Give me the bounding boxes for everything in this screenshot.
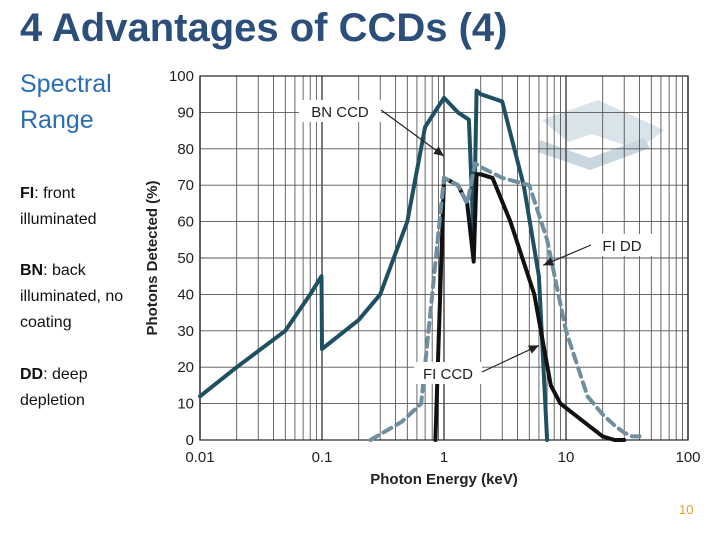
x-tick-label: 10 [558, 449, 575, 466]
note-dd-abbr: DD [20, 366, 44, 383]
annotation-arrowhead-fi-ccd [527, 345, 539, 354]
slide-subtitle: Spectral Range [20, 66, 112, 138]
annotation-label-fi-ccd: FI CCD [423, 366, 473, 383]
series-line-fi-dd [368, 161, 642, 442]
note-dd-rest: : deep [43, 366, 88, 383]
x-tick-label: 0.01 [185, 449, 214, 466]
x-tick-label: 1 [440, 449, 448, 466]
x-axis-title: Photon Energy (keV) [370, 471, 518, 488]
subtitle-line-2: Range [20, 106, 94, 134]
note-bn-line-1: BN: back [20, 258, 123, 284]
plot-frame [199, 75, 689, 441]
note-bn-line-2: illuminated, no [20, 288, 124, 305]
subtitle-line-1: Spectral [20, 70, 112, 98]
y-tick-label: 10 [177, 396, 194, 413]
note-fi-rest: : front [34, 185, 76, 202]
annotation-arrow-bn-ccd [380, 109, 445, 157]
y-tick-label: 20 [177, 359, 194, 376]
note-fi-abbr: FI [20, 185, 35, 202]
note-fi: FI: front illuminated [20, 181, 96, 233]
note-bn-rest: : back [43, 262, 86, 279]
note-dd: DD: deep depletion [20, 362, 88, 414]
annotation-bg-fi-ccd [414, 362, 482, 384]
x-tick-label: 100 [675, 449, 700, 466]
note-fi-line-1: FI: front [20, 181, 96, 207]
annotation-arrow-fi-ccd [481, 344, 540, 373]
annotation-bg-fi-dd [591, 234, 653, 256]
note-fi-line-2: illuminated [20, 211, 97, 228]
x-tick-label: 0.1 [312, 449, 333, 466]
y-tick-label: 100 [169, 68, 194, 85]
y-tick-label: 50 [177, 250, 194, 267]
annotation-label-fi-dd: FI DD [602, 238, 641, 255]
annotation-arrowhead-bn-ccd [433, 146, 444, 157]
y-axis-title: Photons Detected (%) [144, 180, 161, 335]
slide-title: 4 Advantages of CCDs (4) [20, 6, 508, 50]
annotation-bg-bn-ccd [299, 100, 381, 122]
note-bn-line-3: coating [20, 314, 72, 331]
page-number: 10 [679, 502, 694, 517]
y-tick-label: 80 [177, 141, 194, 158]
y-tick-label: 40 [177, 286, 194, 303]
y-tick-label: 70 [177, 177, 194, 194]
quantum-efficiency-chart: 0 10 20 30 40 50 60 70 80 90 100 0.01 0.1 1 10 100 Photo… [144, 68, 701, 488]
note-dd-line-1: DD: deep [20, 362, 88, 388]
y-tick-label: 30 [177, 323, 194, 340]
series-line-bn-ccd [198, 88, 550, 442]
y-tick-label: 90 [177, 104, 194, 121]
y-tick-label: 0 [186, 432, 194, 449]
note-bn-abbr: BN [20, 262, 44, 279]
watermark-logo-lower [538, 138, 650, 170]
note-dd-line-2: depletion [20, 392, 85, 409]
note-bn: BN: back illuminated, no coating [20, 258, 123, 336]
annotation-arrowhead-fi-dd [543, 257, 555, 266]
y-tick-label: 60 [177, 214, 194, 231]
annotation-label-bn-ccd: BN CCD [311, 104, 369, 121]
